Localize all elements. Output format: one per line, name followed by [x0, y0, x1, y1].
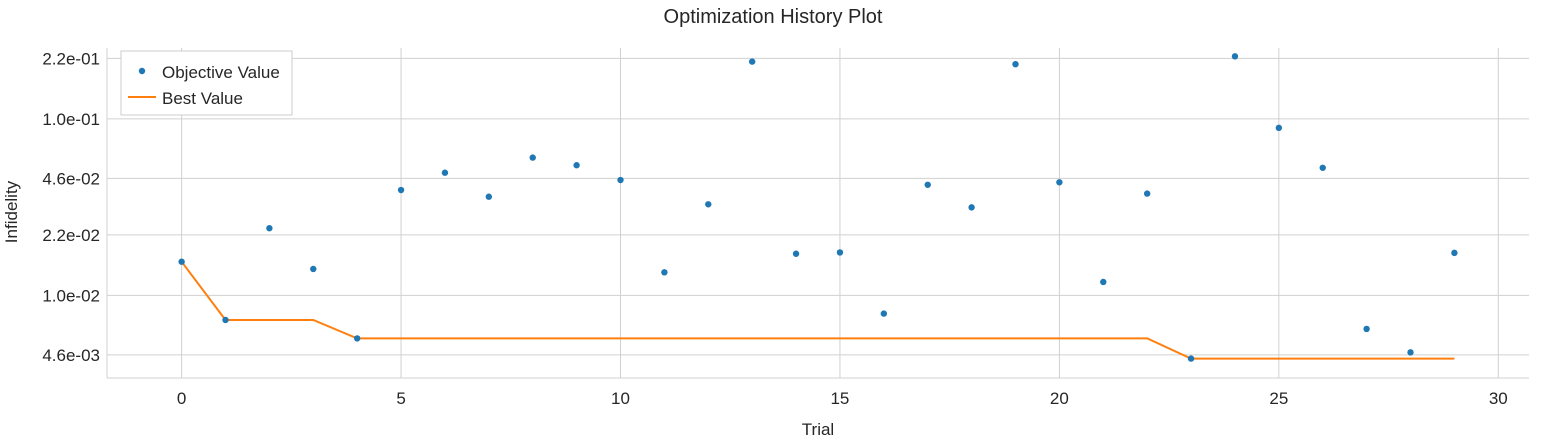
legend-marker-objective-value	[138, 67, 146, 75]
objective-value-point	[485, 193, 493, 200]
objective-value-point	[1143, 190, 1151, 197]
x-tick-label: 10	[611, 389, 630, 408]
axes-layer	[106, 48, 1529, 379]
objective-value-point	[1056, 179, 1063, 186]
legend: Objective Value Best Value	[120, 50, 293, 116]
objective-value-point	[1100, 278, 1107, 286]
x-tick-label: 5	[396, 389, 405, 408]
legend-label-objective-value: Objective Value	[162, 63, 280, 82]
y-tick-label: 4.6e-03	[42, 346, 100, 365]
y-tick-label: 1.0e-02	[42, 286, 100, 305]
y-tick-label: 4.6e-02	[42, 169, 100, 188]
objective-value-point	[617, 176, 624, 184]
objective-value-point	[1363, 325, 1370, 333]
grid-layer	[107, 48, 1529, 378]
legend-box	[120, 50, 293, 116]
objective-value-point	[705, 201, 712, 208]
y-axis-title: Infidelity	[2, 180, 21, 243]
objective-value-point	[178, 258, 185, 265]
objective-value-point	[573, 162, 580, 169]
objective-value-point	[441, 169, 449, 176]
x-tick-label: 25	[1269, 389, 1288, 408]
objective-value-point	[310, 265, 317, 273]
x-tick-labels: 0 5 10 15 20 25 30	[177, 389, 1508, 408]
objective-value-point	[222, 316, 229, 324]
objective-value-point	[924, 181, 931, 188]
objective-value-point	[880, 310, 888, 317]
y-tick-label: 1.0e-01	[42, 110, 100, 129]
y-tick-label: 2.2e-01	[42, 49, 100, 68]
objective-value-points	[178, 53, 1458, 362]
objective-value-point	[1407, 349, 1414, 356]
objective-value-point	[1275, 124, 1283, 132]
legend-label-best-value: Best Value	[162, 89, 243, 108]
objective-value-point	[968, 204, 975, 211]
y-tick-labels: 4.6e-03 1.0e-02 2.2e-02 4.6e-02 1.0e-01 2.2e-…	[42, 49, 100, 364]
objective-value-point	[1319, 164, 1326, 171]
best-value-line	[180, 261, 1455, 360]
objective-value-point	[836, 249, 844, 256]
y-tick-label: 2.2e-02	[42, 226, 100, 245]
x-tick-label: 20	[1050, 389, 1069, 408]
objective-value-point	[1231, 53, 1239, 60]
objective-value-point	[266, 225, 273, 232]
x-tick-label: 30	[1489, 389, 1508, 408]
objective-value-point	[1187, 355, 1195, 362]
best-value-line-layer	[180, 261, 1455, 360]
chart-title: Optimization History Plot	[664, 6, 883, 28]
objective-value-point	[748, 58, 756, 65]
objective-value-point	[792, 250, 800, 257]
objective-value-point	[529, 154, 536, 161]
objective-value-point	[1012, 60, 1019, 68]
objective-value-point	[353, 335, 361, 342]
x-axis-title: Trial	[802, 420, 834, 439]
x-tick-label: 0	[177, 389, 186, 408]
x-tick-label: 15	[830, 389, 849, 408]
objective-value-point	[661, 269, 668, 276]
objective-value-point	[1451, 249, 1458, 257]
objective-value-point	[397, 186, 405, 194]
